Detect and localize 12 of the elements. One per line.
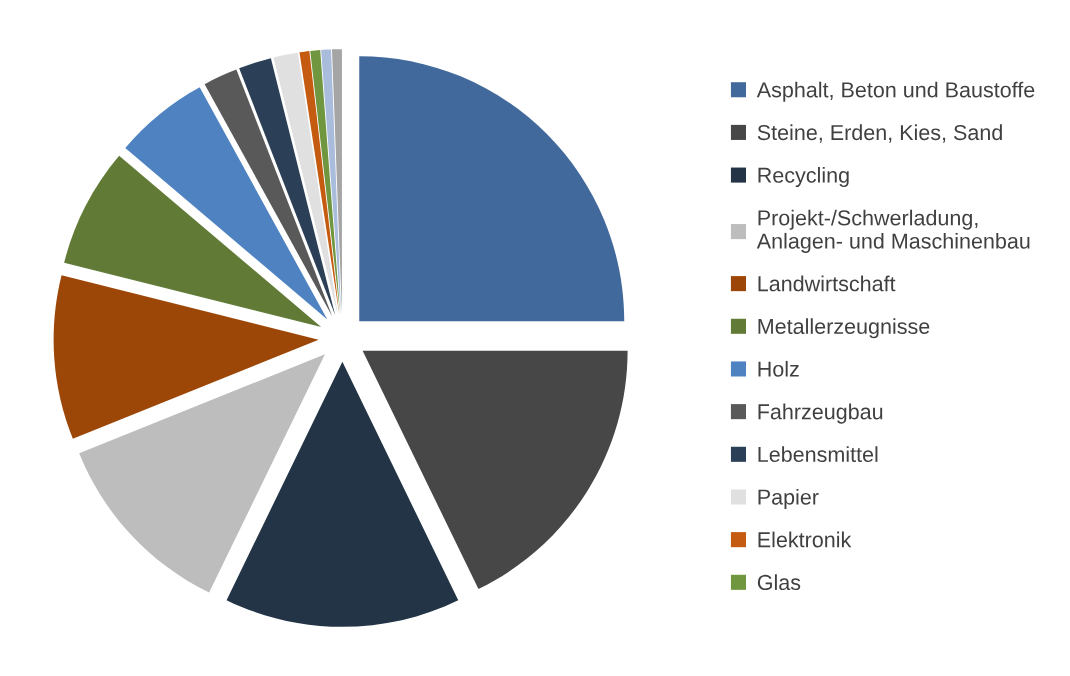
legend-label: Lebensmittel [758,446,878,463]
legend-label: Glas [757,574,801,591]
legend-label: Fahrzeugbau [758,403,883,424]
legend-label: Landwirtschaft [758,275,896,292]
legend-label: Holz [758,360,799,377]
legend-label: Projekt-/Schwerladung, Anlagen- und Maschinenbau [756,209,1030,253]
legend-label: Steine, Erden, Kies, Sand [757,124,1002,143]
legend-label: Papier [758,488,819,509]
legend-label: Recycling [758,167,849,188]
legend-label: Asphalt, Beton und Baustoffe [756,81,1035,102]
legend-label: Metallerzeugnisse [758,318,930,339]
legend-label: Elektronik [758,531,852,548]
